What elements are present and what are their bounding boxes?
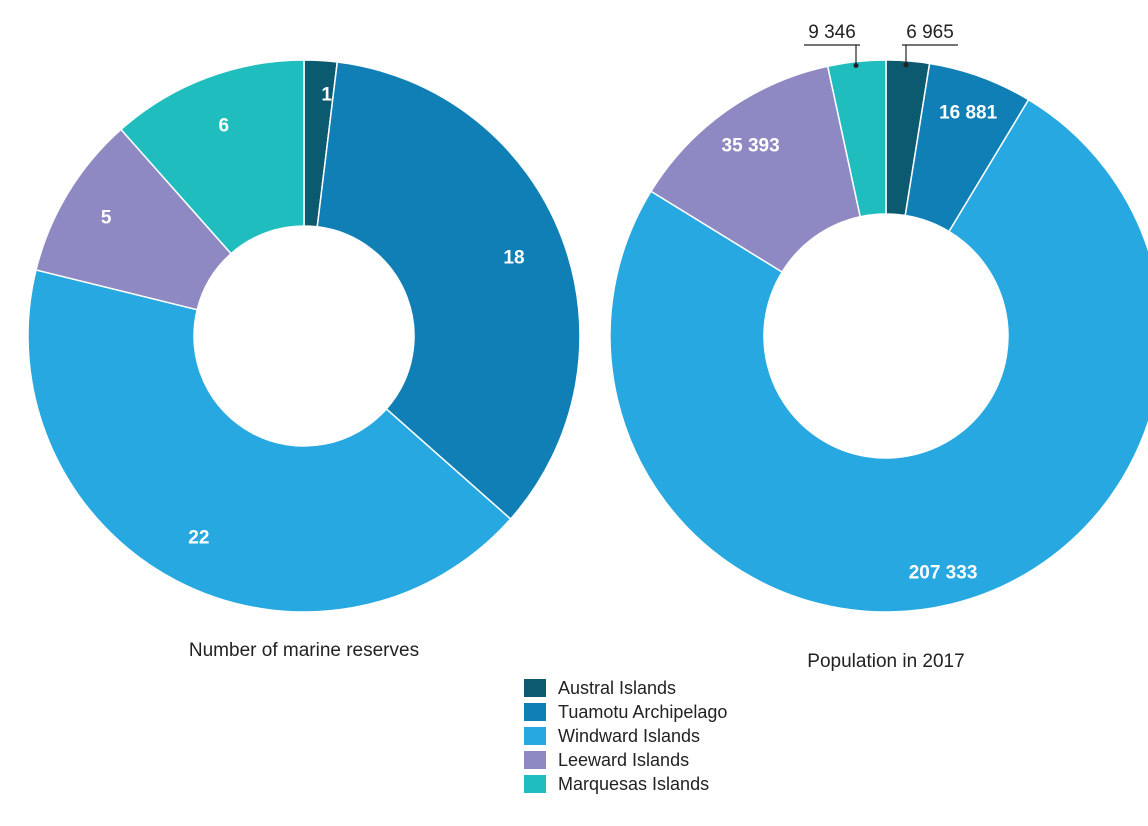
legend-swatch: [524, 727, 546, 745]
slice-value-label: 22: [188, 527, 209, 548]
donut-slice-marquesas-islands: [826, 59, 887, 218]
donut-slice-leeward-islands: [35, 128, 233, 311]
legend-swatch: [524, 679, 546, 697]
donut-chart-marine-reserves: 18 22 5 6 1: [27, 59, 581, 613]
donut-slice-windward-islands: [609, 98, 1148, 613]
slice-value-label: 1: [321, 85, 332, 106]
slice-value-label: 5: [101, 207, 112, 228]
donut-slice-windward-islands: [27, 269, 512, 613]
legend-label: Tuamotu Archipelago: [558, 701, 728, 722]
donut-chart-population: 16 881 207 333 35 393 6 965 9 346: [609, 22, 1148, 613]
legend-item-marquesas: Marquesas Islands: [524, 772, 727, 796]
legend-label: Windward Islands: [558, 725, 701, 746]
legend-item-austral: Austral Islands: [524, 676, 727, 700]
callout-dot: [853, 63, 859, 69]
callout-dot: [903, 62, 909, 68]
legend-item-windward: Windward Islands: [524, 724, 727, 748]
slice-value-label: 16 881: [939, 103, 998, 124]
legend: Austral Islands Tuamotu Archipelago Wind…: [524, 676, 727, 796]
slice-value-label: 35 393: [722, 136, 780, 157]
legend-label: Austral Islands: [558, 677, 677, 698]
callout-value-label: 9 346: [808, 22, 856, 43]
donut-slice-leeward-islands: [649, 65, 862, 274]
slice-value-label: 207 333: [909, 562, 978, 583]
legend-swatch: [524, 751, 546, 769]
donut-slice-tuamotu-archipelago: [316, 61, 581, 521]
legend-label: Marquesas Islands: [558, 773, 710, 794]
legend-swatch: [524, 703, 546, 721]
legend-label: Leeward Islands: [558, 749, 690, 770]
chart-title-marine-reserves: Number of marine reserves: [189, 640, 419, 661]
legend-item-leeward: Leeward Islands: [524, 748, 727, 772]
chart-title-population: Population in 2017: [807, 651, 964, 672]
legend-item-tuamotu: Tuamotu Archipelago: [524, 700, 727, 724]
slice-value-label: 6: [218, 115, 229, 136]
callout-value-label: 6 965: [906, 22, 954, 43]
slice-value-label: 18: [503, 247, 524, 268]
donut-slice-marquesas-islands: [119, 59, 305, 255]
legend-swatch: [524, 775, 546, 793]
